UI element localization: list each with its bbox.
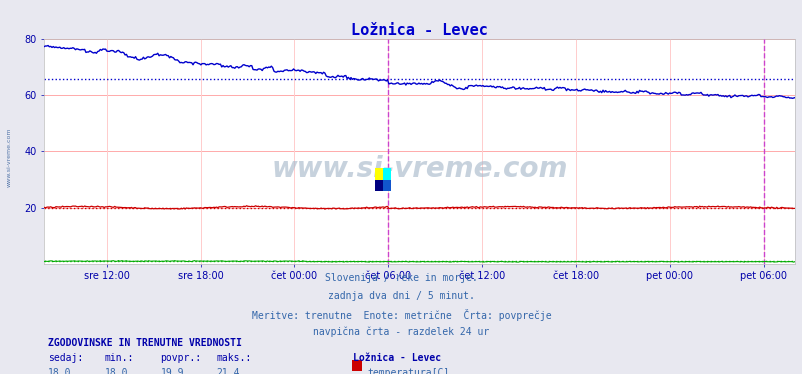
- Text: povpr.:: povpr.:: [160, 353, 201, 364]
- Text: Meritve: trenutne  Enote: metrične  Črta: povprečje: Meritve: trenutne Enote: metrične Črta: …: [251, 309, 551, 321]
- Text: ZGODOVINSKE IN TRENUTNE VREDNOSTI: ZGODOVINSKE IN TRENUTNE VREDNOSTI: [48, 338, 241, 349]
- Text: 19,9: 19,9: [160, 368, 184, 374]
- Text: www.si-vreme.com: www.si-vreme.com: [271, 156, 567, 183]
- Title: Ložnica - Levec: Ložnica - Levec: [350, 23, 488, 38]
- Text: maks.:: maks.:: [217, 353, 252, 364]
- Text: 18,0: 18,0: [48, 368, 71, 374]
- Bar: [374, 180, 383, 191]
- Bar: [383, 168, 391, 180]
- Text: 21,4: 21,4: [217, 368, 240, 374]
- Text: Slovenija / reke in morje.: Slovenija / reke in morje.: [325, 273, 477, 283]
- Text: sedaj:: sedaj:: [48, 353, 83, 364]
- Text: temperatura[C]: temperatura[C]: [367, 368, 449, 374]
- Text: zadnja dva dni / 5 minut.: zadnja dva dni / 5 minut.: [328, 291, 474, 301]
- Text: 18,0: 18,0: [104, 368, 128, 374]
- Text: www.si-vreme.com: www.si-vreme.com: [7, 127, 12, 187]
- Text: navpična črta - razdelek 24 ur: navpična črta - razdelek 24 ur: [313, 327, 489, 337]
- Text: Ložnica - Levec: Ložnica - Levec: [353, 353, 441, 364]
- Text: min.:: min.:: [104, 353, 134, 364]
- Bar: [374, 168, 383, 180]
- Bar: [383, 180, 391, 191]
